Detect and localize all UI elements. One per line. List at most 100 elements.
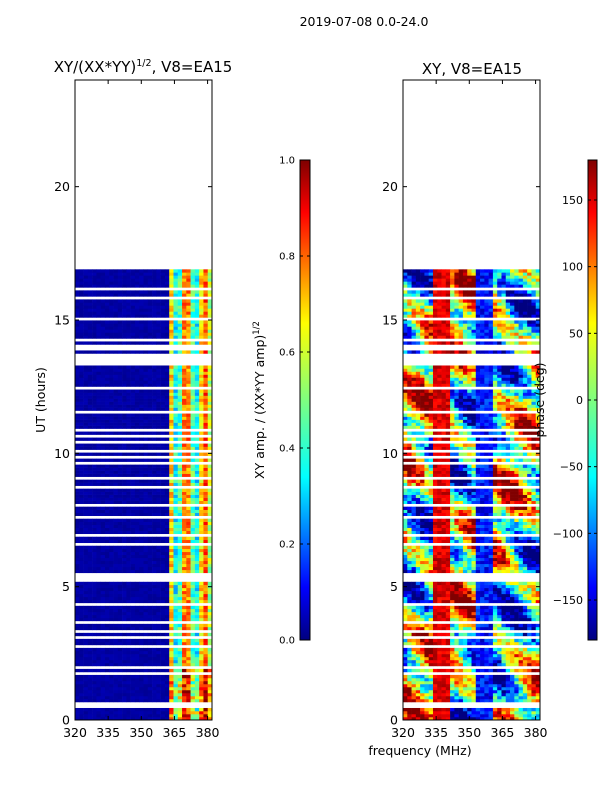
heatmap-cell bbox=[510, 587, 515, 592]
heatmap-cell bbox=[96, 518, 101, 522]
heatmap-cell bbox=[96, 647, 101, 652]
heatmap-cell bbox=[117, 641, 123, 646]
heatmap-cell bbox=[160, 365, 166, 369]
heatmap-cell bbox=[143, 419, 149, 423]
heatmap-cell bbox=[199, 308, 204, 312]
heatmap-cell bbox=[484, 662, 489, 667]
heatmap-cell bbox=[109, 380, 114, 384]
heatmap-cell bbox=[190, 404, 196, 408]
heatmap-cell bbox=[100, 437, 106, 441]
heatmap-cell bbox=[164, 308, 170, 312]
heatmap-cell bbox=[130, 473, 136, 477]
heatmap-cell bbox=[480, 605, 485, 610]
heatmap-cell bbox=[83, 407, 89, 411]
heatmap-cell bbox=[475, 626, 481, 631]
heatmap-cell bbox=[173, 617, 179, 622]
heatmap-cell bbox=[437, 593, 442, 598]
heatmap-cell bbox=[109, 653, 114, 658]
heatmap-cell bbox=[96, 692, 101, 697]
heatmap-cell bbox=[87, 638, 93, 643]
heatmap-cell bbox=[156, 275, 161, 279]
heatmap-cell bbox=[450, 683, 455, 688]
heatmap-cell bbox=[130, 479, 136, 483]
heatmap-cell bbox=[505, 563, 511, 568]
heatmap-cell bbox=[92, 497, 97, 501]
heatmap-cell bbox=[164, 536, 170, 541]
heatmap-cell bbox=[83, 269, 89, 273]
heatmap-cell bbox=[194, 368, 200, 372]
heatmap-cell bbox=[484, 605, 489, 610]
heatmap-cell bbox=[169, 647, 174, 652]
heatmap-cell bbox=[190, 668, 196, 673]
heatmap-cell bbox=[458, 717, 464, 721]
heatmap-cell bbox=[92, 521, 97, 526]
heatmap-cell bbox=[199, 683, 204, 688]
heatmap-cell bbox=[169, 623, 174, 628]
heatmap-cell bbox=[182, 590, 187, 595]
heatmap-cell bbox=[75, 530, 80, 535]
heatmap-cell bbox=[79, 536, 84, 541]
heatmap-cell bbox=[156, 284, 161, 288]
heatmap-cell bbox=[207, 527, 213, 532]
heatmap-cell bbox=[467, 563, 472, 568]
heatmap-cell bbox=[514, 611, 519, 616]
heatmap-cell bbox=[462, 659, 468, 664]
heatmap-cell bbox=[415, 692, 421, 697]
heatmap-cell bbox=[182, 491, 187, 495]
heatmap-cell bbox=[126, 692, 131, 697]
heatmap-cell bbox=[488, 599, 494, 604]
heatmap-cell bbox=[75, 545, 80, 550]
heatmap-cell bbox=[109, 458, 114, 462]
heatmap-cell bbox=[450, 674, 455, 679]
heatmap-cell bbox=[428, 566, 434, 571]
heatmap-cell bbox=[194, 311, 200, 315]
heatmap-cell bbox=[152, 557, 157, 562]
heatmap-cell bbox=[475, 662, 481, 667]
heatmap-cell bbox=[92, 611, 97, 616]
heatmap-cell bbox=[134, 680, 140, 685]
heatmap-cell bbox=[420, 611, 425, 616]
heatmap-cell bbox=[186, 605, 191, 610]
heatmap-cell bbox=[207, 401, 213, 405]
heatmap-cell bbox=[156, 632, 161, 637]
heatmap-cell bbox=[471, 717, 477, 721]
heatmap-cell bbox=[87, 686, 93, 691]
heatmap-cell bbox=[194, 482, 200, 486]
heatmap-cell bbox=[518, 623, 524, 628]
heatmap-cell bbox=[79, 662, 84, 667]
heatmap-cell bbox=[186, 323, 191, 327]
heatmap-cell bbox=[104, 443, 110, 447]
heatmap-cell bbox=[164, 323, 170, 327]
heatmap-cell bbox=[139, 281, 144, 285]
heatmap-cell bbox=[139, 329, 144, 333]
heatmap-cell bbox=[100, 521, 106, 526]
heatmap-cell bbox=[83, 551, 89, 556]
heatmap-cell bbox=[160, 305, 166, 309]
heatmap-cell bbox=[113, 680, 119, 685]
heatmap-cell bbox=[122, 308, 127, 312]
heatmap-cell bbox=[75, 668, 80, 673]
heatmap-cell bbox=[194, 569, 200, 574]
heatmap-cell bbox=[488, 692, 494, 697]
heatmap-cell bbox=[424, 563, 429, 568]
heatmap-cell bbox=[173, 674, 179, 679]
heatmap-cell bbox=[117, 389, 123, 393]
heatmap-cell bbox=[535, 641, 541, 646]
heatmap-cell bbox=[122, 452, 127, 456]
heatmap-cell bbox=[92, 422, 97, 426]
heatmap-cell bbox=[152, 392, 157, 396]
heatmap-cell bbox=[169, 422, 174, 426]
heatmap-cell bbox=[182, 389, 187, 393]
heatmap-cell bbox=[160, 584, 166, 589]
heatmap-cell bbox=[415, 623, 421, 628]
heatmap-cell bbox=[100, 566, 106, 571]
heatmap-cell bbox=[514, 695, 519, 700]
heatmap-cell bbox=[126, 599, 131, 604]
heatmap-cell bbox=[139, 323, 144, 327]
heatmap-cell bbox=[134, 692, 140, 697]
heatmap-cell bbox=[199, 413, 204, 417]
heatmap-cell bbox=[527, 674, 532, 679]
heatmap-cell bbox=[518, 599, 524, 604]
heatmap-cell bbox=[96, 677, 101, 682]
heatmap-cell bbox=[92, 416, 97, 420]
